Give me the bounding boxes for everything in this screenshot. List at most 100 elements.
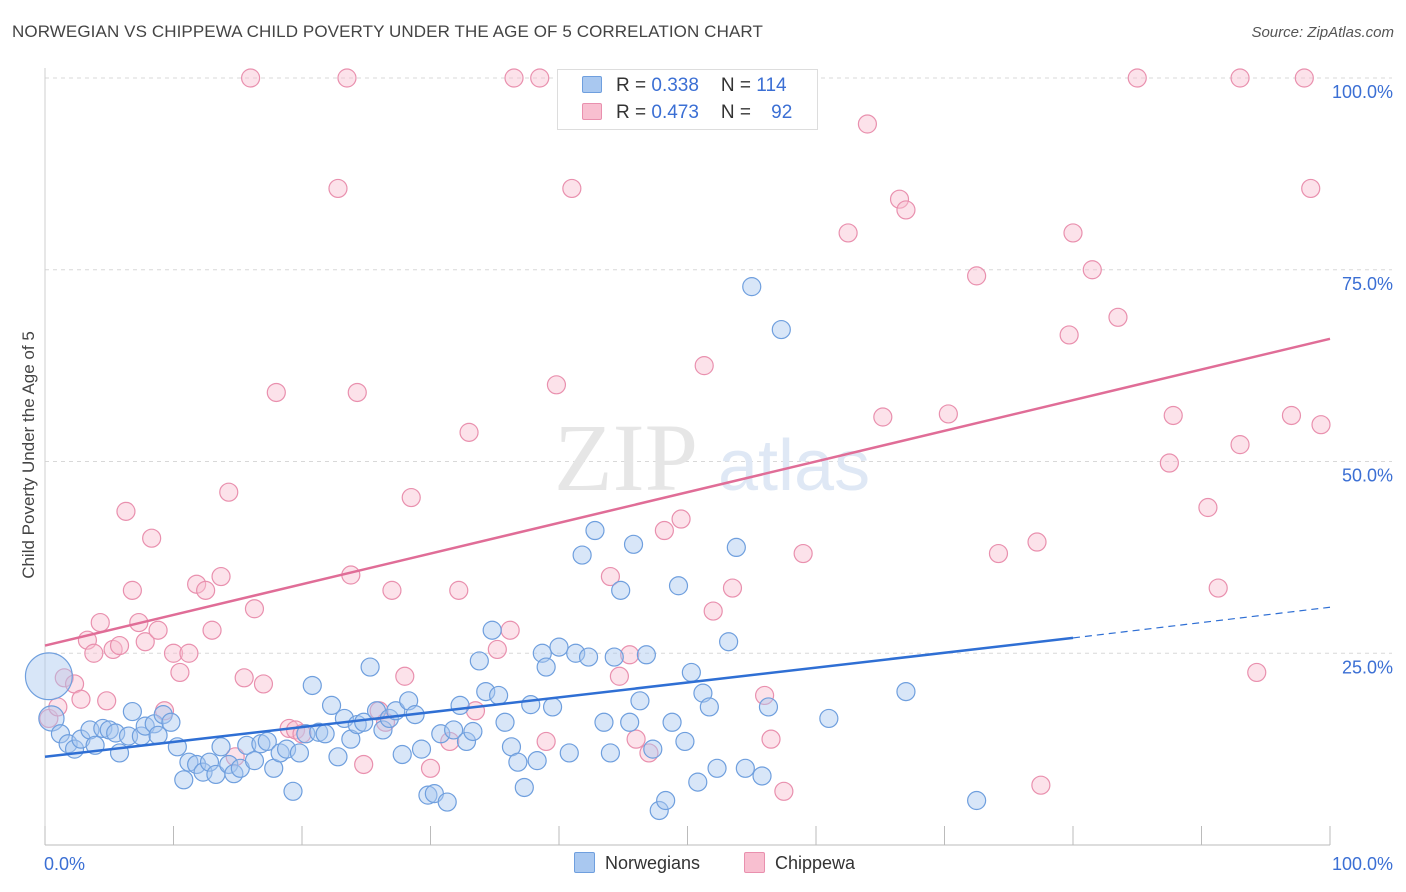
norwegians-points [24,277,987,821]
norwegians-point [482,620,502,640]
norwegians-point [179,752,199,772]
chippewa-point [420,758,441,778]
norwegians-point [559,743,579,763]
chippewa-point [97,691,117,711]
watermark-zip: ZIP [554,404,698,511]
norwegians-point [276,739,297,759]
legend-label: Norwegians [605,853,701,873]
chippewa-point [530,68,550,88]
norwegians-point [219,754,239,775]
chippewa-point [873,407,893,427]
norwegians-point [508,752,528,772]
norwegians-point [418,785,438,805]
chippewa-point [253,674,274,694]
norwegians-point [688,772,708,792]
norwegians-point [967,790,987,811]
norwegians-point [662,712,682,732]
chippewa-point [1059,325,1079,345]
chippewa-point [600,566,621,587]
chippewa-point [857,114,878,134]
chippewa-point [1082,260,1102,280]
chippewa-point [967,266,987,286]
norwegians-point [681,662,701,683]
r-label: R = [616,75,652,96]
norwegians-point [896,681,916,702]
norwegians-point [675,731,695,752]
chippewa-point [196,580,216,600]
norwegians-point [742,277,762,297]
chippewa-swatch [744,852,765,873]
chippewa-point [1208,578,1228,598]
norwegians-point [360,657,380,677]
norwegians-point [411,739,432,759]
chippewa-point [122,580,142,600]
chippewa-point [179,643,199,663]
norwegians-point [600,743,621,763]
x-tick-label-max: 100.0% [1332,854,1393,874]
chippewa-point [1127,68,1147,88]
correlation-legend: R = 0.338 N = 114 R = 0.473 N = 92 [557,69,818,130]
norwegians-point [620,712,640,732]
chippewa-point [761,729,781,749]
norwegians-point [289,743,310,763]
norwegians-trend-line [44,636,1074,759]
n-value: 92 [771,102,793,123]
chippewa-point [395,666,415,686]
chippewa-point [1281,405,1302,426]
norwegians-point [244,751,265,771]
norwegians-point [476,681,496,702]
chippewa-point [487,639,507,660]
norwegians-point [489,685,509,706]
axis-labels: 25.0% 50.0% 75.0% 100.0% 0.0% 100.0% [44,82,1393,874]
chippewa-point [347,382,367,403]
norwegians-point [437,792,457,812]
chippewa-point [382,580,402,600]
norwegians-point [527,751,547,771]
chippewa-point [354,754,374,775]
trend-lines [44,337,1331,759]
norwegians-point [611,580,631,600]
legend-row-norwegians: R = 0.338 N = 114 [582,75,787,99]
chippewa-point [241,68,261,88]
chippewa-point [1159,453,1179,473]
chippewa-point [71,689,91,709]
chippewa-point [1230,68,1250,88]
norwegians-point [392,744,412,765]
chippewa-point [671,509,691,529]
chippewa-point [609,666,629,686]
norwegians-point [153,705,173,725]
norwegians-point [321,695,342,716]
norwegians-point [450,695,470,716]
norwegians-point [328,747,348,767]
chippewa-point [1031,775,1051,795]
norwegians-point [819,708,839,729]
chippewa-point [620,645,640,665]
norwegians-point [758,697,779,717]
chippewa-point [1301,178,1321,199]
chippewa-point [754,685,775,706]
norwegians-point [656,790,676,811]
chippewa-point [266,382,286,403]
y-tick-label: 100.0% [1332,82,1393,102]
norwegians-swatch [574,852,595,873]
norwegians-point [122,701,142,722]
norwegians-point [50,724,71,744]
norwegians-point [542,697,563,717]
norwegians-point [566,643,586,663]
chippewa-point [337,68,357,88]
legend-label: Chippewa [775,853,856,873]
norwegians-point [315,724,335,744]
chippewa-point [1294,68,1314,88]
norwegians-point [585,520,605,541]
chippewa-point [793,543,813,564]
chippewa-point [163,643,184,663]
norwegians-point [309,722,329,742]
norwegians-point [58,734,78,754]
norwegians-point [211,737,231,757]
norwegians-point [495,712,515,732]
norwegians-point [623,534,644,554]
chippewa-point [401,487,421,508]
chart-title: NORWEGIAN VS CHIPPEWA CHILD POVERTY UNDE… [12,22,763,41]
chippewa-point [211,566,231,587]
chippewa-trend-line [44,337,1331,647]
